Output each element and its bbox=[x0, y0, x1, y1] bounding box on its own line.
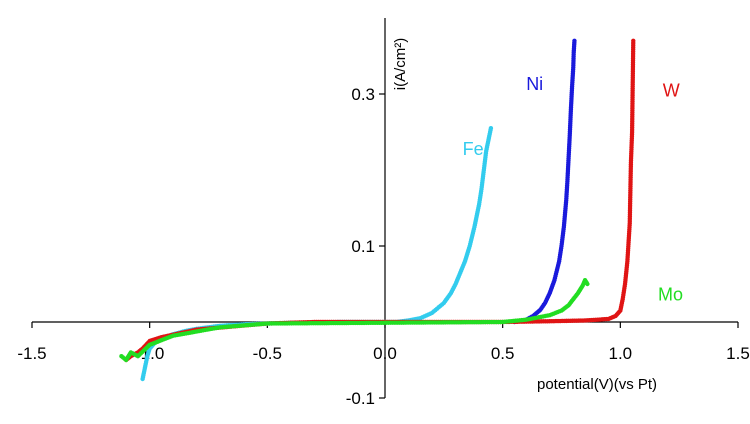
series-layer: Fe Ni W Mo bbox=[119, 38, 683, 382]
y-tick-label: -0.1 bbox=[346, 389, 375, 408]
x-tick-label: -0.5 bbox=[253, 344, 282, 363]
data-point bbox=[631, 38, 636, 43]
x-tick-label: 0.5 bbox=[491, 344, 515, 363]
x-tick-label: -1.5 bbox=[17, 344, 46, 363]
series-label-w: W bbox=[663, 80, 680, 100]
y-ticks: 0.3 0.1 -0.1 bbox=[346, 85, 385, 408]
series-label-fe: Fe bbox=[463, 139, 484, 159]
x-axis-title: potential(V)(vs Pt) bbox=[537, 376, 657, 393]
series-ni bbox=[512, 38, 577, 325]
data-point bbox=[585, 281, 590, 287]
data-point bbox=[488, 126, 494, 131]
y-tick-label: 0.1 bbox=[351, 237, 375, 256]
series-fe bbox=[140, 126, 494, 382]
x-tick-label: 0.0 bbox=[373, 344, 397, 363]
y-tick-label: 0.3 bbox=[351, 85, 375, 104]
series-label-ni: Ni bbox=[526, 74, 543, 94]
series-label-mo: Mo bbox=[658, 285, 683, 305]
data-point bbox=[572, 38, 577, 43]
series-w bbox=[123, 38, 636, 363]
axes: -1.5-1.0-0.50.00.51.01.5 0.30.1-0.1 bbox=[17, 18, 750, 408]
x-tick-label: 1.0 bbox=[609, 344, 633, 363]
x-tick-label: 1.5 bbox=[726, 344, 750, 363]
x-ticks: -1.5-1.0-0.50.00.51.01.5 bbox=[17, 322, 750, 363]
y-axis-title: i(A/cm²) bbox=[392, 38, 409, 91]
series-mo bbox=[119, 278, 590, 363]
